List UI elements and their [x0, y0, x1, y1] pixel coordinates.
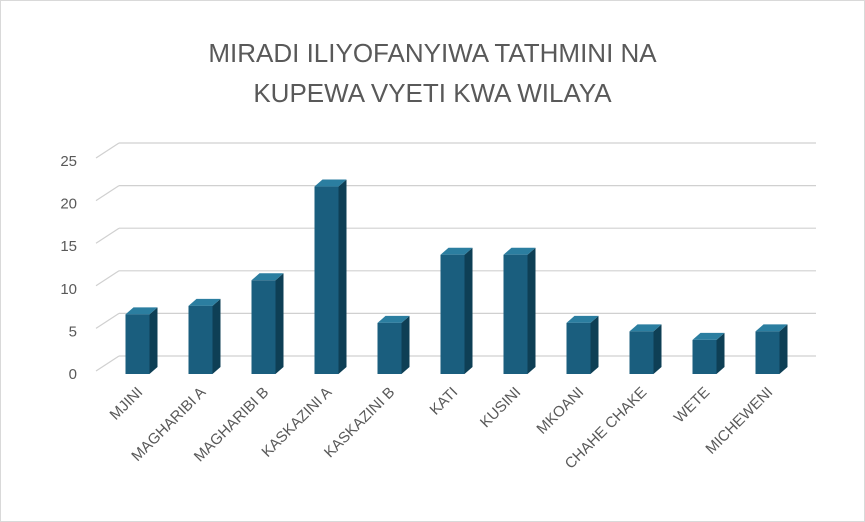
bar-front	[251, 280, 276, 374]
x-tick-label: MKOANI	[533, 384, 587, 438]
bar-side	[275, 273, 284, 374]
bar	[629, 324, 662, 374]
y-tick-label: 5	[69, 323, 77, 340]
bar-top	[566, 315, 599, 323]
bar	[251, 273, 284, 374]
bar-front	[188, 305, 213, 374]
bar-side	[338, 179, 347, 374]
y-tick-label: 20	[60, 196, 77, 213]
bar-side	[716, 332, 725, 374]
bar-top	[503, 247, 536, 255]
x-tick-label: KUSINI	[477, 384, 524, 431]
bar-side	[527, 247, 536, 374]
bar	[440, 247, 473, 374]
bar	[692, 332, 725, 374]
bar-side	[212, 298, 221, 374]
bar-top	[125, 307, 158, 315]
bar	[566, 315, 599, 374]
grid-line	[95, 142, 120, 159]
bar	[377, 315, 410, 374]
bar	[503, 247, 536, 374]
grid-line	[95, 270, 120, 287]
grid-line	[95, 312, 120, 329]
y-tick-label: 25	[60, 153, 77, 170]
bar-front	[440, 254, 465, 374]
x-tick-label: WETE	[671, 384, 714, 427]
bar-top	[251, 273, 284, 281]
bar	[755, 324, 788, 374]
bar-front	[629, 331, 654, 374]
bar-top	[377, 315, 410, 323]
bar-front	[692, 339, 717, 374]
bar-top	[314, 179, 347, 187]
bar-side	[590, 315, 599, 374]
bar-top	[440, 247, 473, 255]
bar	[314, 179, 347, 374]
bar-front	[377, 322, 402, 374]
bar-side	[149, 307, 158, 374]
bar	[188, 298, 221, 374]
bar-front	[755, 331, 780, 374]
bar-front	[125, 314, 150, 374]
bar-side	[653, 324, 662, 374]
bar-top	[629, 324, 662, 332]
bar-side	[779, 324, 788, 374]
bar-front	[566, 322, 591, 374]
grid-line	[95, 185, 120, 202]
chart-title: MIRADI ILIYOFANYIWA TATHMINI NA KUPEWA V…	[208, 38, 657, 108]
bar-side	[401, 315, 410, 374]
bar-top	[692, 332, 725, 340]
y-tick-label: 0	[69, 366, 77, 383]
x-tick-label: KATI	[427, 384, 462, 419]
bar-side	[464, 247, 473, 374]
bar	[125, 307, 158, 374]
y-tick-label: 10	[60, 281, 77, 298]
bar-top	[755, 324, 788, 332]
bar-top	[188, 298, 221, 306]
grid-line	[95, 355, 120, 372]
y-tick-label: 15	[60, 238, 77, 255]
bar-front	[314, 186, 339, 374]
x-tick-label: MICHEWENI	[702, 384, 776, 458]
bar-front	[503, 254, 528, 374]
x-tick-label: MJINI	[107, 384, 147, 424]
grid-line	[95, 227, 120, 244]
